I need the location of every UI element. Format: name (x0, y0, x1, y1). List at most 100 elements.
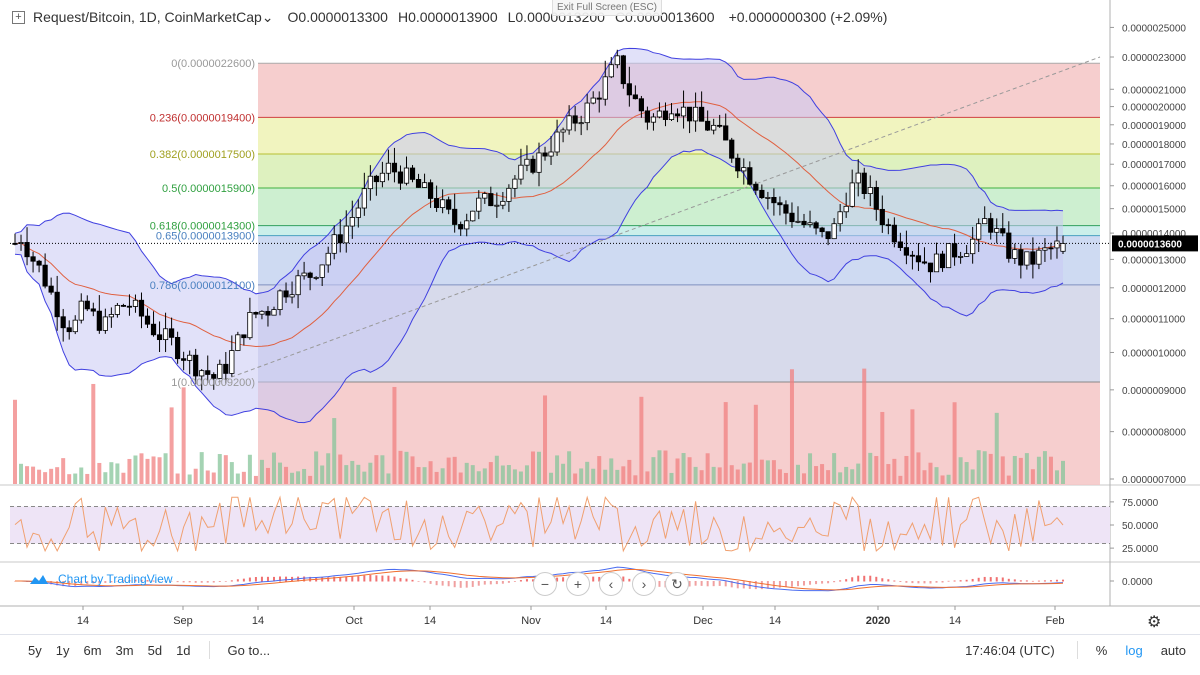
rsi-tick-label: 25.0000 (1122, 544, 1159, 555)
macd-histogram-bar (224, 581, 227, 582)
volume-bar (67, 474, 72, 484)
volume-bar (241, 471, 246, 484)
candle-body (644, 110, 651, 123)
macd-histogram-bar (501, 581, 504, 584)
macd-histogram-bar (525, 579, 528, 582)
fib-level-label: 0.236(0.0000019400) (150, 112, 255, 124)
macd-histogram-bar (477, 581, 480, 586)
range-6m-button[interactable]: 6m (83, 642, 102, 658)
fib-level-label: 0.65(0.0000013900) (156, 231, 255, 243)
log-scale-button[interactable]: log (1125, 642, 1143, 658)
volume-bar (13, 399, 17, 484)
minus-icon[interactable]: − (533, 572, 557, 596)
macd-histogram-bar (176, 581, 179, 583)
volume-bar (458, 472, 463, 484)
percent-scale-button[interactable]: % (1095, 642, 1108, 658)
macd-histogram-bar (272, 576, 275, 582)
candle-body (102, 316, 108, 331)
macd-histogram-bar (959, 580, 962, 582)
candle-body (12, 242, 18, 245)
range-1y-button[interactable]: 1y (55, 642, 70, 658)
chevron-down-icon[interactable]: ⌄ (261, 8, 274, 25)
exit-fullscreen-button[interactable]: Exit Full Screen (ESC) (552, 0, 662, 16)
candle-body (488, 193, 494, 207)
reset-icon[interactable]: ↻ (665, 572, 689, 596)
candle-body (415, 179, 422, 188)
candle-body (951, 243, 958, 258)
macd-histogram-bar (333, 576, 336, 582)
volume-bar (85, 473, 90, 484)
volume-bar (61, 458, 66, 484)
volume-bar (711, 466, 716, 484)
symbol-title[interactable]: Request/Bitcoin, 1D, CoinMarketCap (33, 9, 262, 25)
macd-histogram-bar (279, 576, 282, 582)
range-3m-button[interactable]: 3m (115, 642, 134, 658)
volume-bar (952, 402, 957, 484)
macd-histogram-bar (1001, 577, 1004, 582)
chevron-right-icon[interactable]: › (632, 572, 656, 596)
volume-bar (157, 457, 162, 484)
chevron-left-icon[interactable]: ‹ (599, 572, 623, 596)
macd-histogram-bar (754, 581, 757, 590)
range-1d-button[interactable]: 1d (176, 642, 191, 658)
time-axis[interactable]: 14 Sep 14 Oct 14 Nov 14 Dec 14 2020 14 Feb (77, 606, 1065, 627)
candle-body (777, 202, 783, 206)
gear-icon[interactable]: ⚙ (1147, 614, 1162, 631)
macd-histogram-bar (851, 577, 854, 582)
volume-bar (115, 463, 120, 484)
volume-bar (579, 468, 584, 484)
time-tick-label: 14 (769, 615, 781, 627)
candle-body (1024, 251, 1030, 266)
price-tick-label: 0.0000015000 (1122, 205, 1186, 216)
candle-body (150, 323, 157, 336)
trend-line[interactable] (217, 56, 1101, 383)
rsi-tick-label: 50.0000 (1122, 521, 1159, 532)
range-5y-button[interactable]: 5y (28, 642, 42, 658)
candle-body (843, 205, 849, 213)
macd-histogram-bar (658, 581, 661, 587)
price-tick-label: 0.0000008000 (1122, 428, 1186, 439)
volume-bar (428, 461, 433, 484)
macd-histogram-bar (321, 577, 324, 582)
square-plus-icon[interactable]: + (12, 10, 25, 24)
volume-bar (928, 462, 933, 484)
candle-body (30, 256, 36, 262)
volume-bar (789, 369, 794, 484)
candle-body (590, 97, 596, 104)
candle-body (138, 299, 145, 317)
candle-body (156, 334, 163, 341)
goto-button[interactable]: Go to... (227, 642, 271, 658)
price-tick-label: 0.0000011000 (1122, 315, 1186, 326)
candle-body (265, 310, 271, 316)
macd-histogram-bar (995, 577, 998, 582)
candle-body (391, 162, 398, 173)
volume-bar (1036, 456, 1041, 484)
candle-body (464, 220, 470, 230)
price-axis[interactable]: 0.0000025000 0.0000023000 0.0000021000 0.00… (1110, 23, 1198, 588)
candle-body (855, 172, 861, 184)
macd-histogram-bar (790, 581, 793, 587)
macd-histogram-bar (1037, 580, 1040, 582)
volume-bar (103, 472, 108, 484)
range-5d-button[interactable]: 5d (147, 642, 163, 658)
candle-body (175, 336, 181, 360)
auto-scale-button[interactable]: auto (1160, 642, 1186, 658)
macd-histogram-bar (122, 580, 125, 582)
macd-histogram-bar (50, 581, 53, 585)
macd-histogram-bar (809, 581, 812, 585)
tradingview-branding[interactable]: Chart by TradingView (28, 569, 173, 589)
macd-histogram-bar (742, 581, 745, 589)
candle-body (349, 217, 355, 227)
candle-body (771, 197, 777, 204)
volume-bar (235, 473, 240, 484)
macd-histogram-bar (971, 578, 974, 582)
macd-histogram-bar (170, 581, 173, 582)
utc-clock[interactable]: 17:46:04 (UTC) (965, 642, 1055, 658)
candle-body (301, 272, 307, 277)
time-tick-label: Sep (173, 615, 193, 627)
plus-icon[interactable]: + (566, 572, 590, 596)
macd-histogram-bar (230, 580, 233, 582)
volume-bar (970, 469, 975, 484)
